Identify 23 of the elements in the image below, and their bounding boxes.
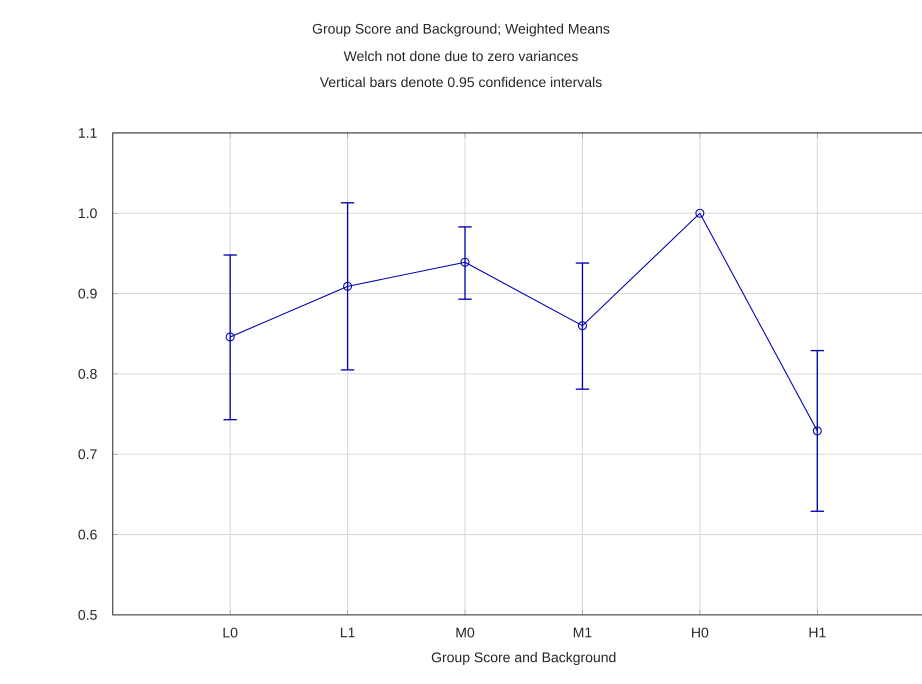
point (695, 208, 704, 218)
y-tick-label: 1.0 (78, 208, 97, 218)
x-tick-label: H1 (810, 628, 826, 638)
point (226, 332, 235, 342)
point (578, 321, 587, 330)
text: Vertical bars denote 0.95 confidence intervals (320, 76, 602, 88)
y-tick-label: 0.5 (78, 610, 97, 620)
y-tick-label: 0.7 (78, 449, 97, 460)
chart-subtitle: Welch not done due to zero variances (344, 50, 578, 62)
point (460, 258, 470, 267)
x-tick-label: M0 (456, 628, 474, 638)
y-tick-label: 0.8 (78, 368, 97, 379)
x-tick-label: M1 (574, 628, 592, 638)
x-tick-label: L1 (340, 628, 355, 638)
y-tick-label: 0.9 (78, 288, 97, 299)
y-tick-label: 0.6 (78, 530, 97, 540)
x-tick-label: L0 (224, 628, 238, 638)
y-tick-label: 1.1 (78, 128, 97, 138)
point (812, 426, 822, 436)
x-axis-title: Group Score and Background (432, 652, 616, 666)
x-tick-label: H0 (692, 628, 708, 638)
point (343, 282, 352, 291)
chart-title: Group Score and Background; Weighted Means (312, 23, 610, 37)
